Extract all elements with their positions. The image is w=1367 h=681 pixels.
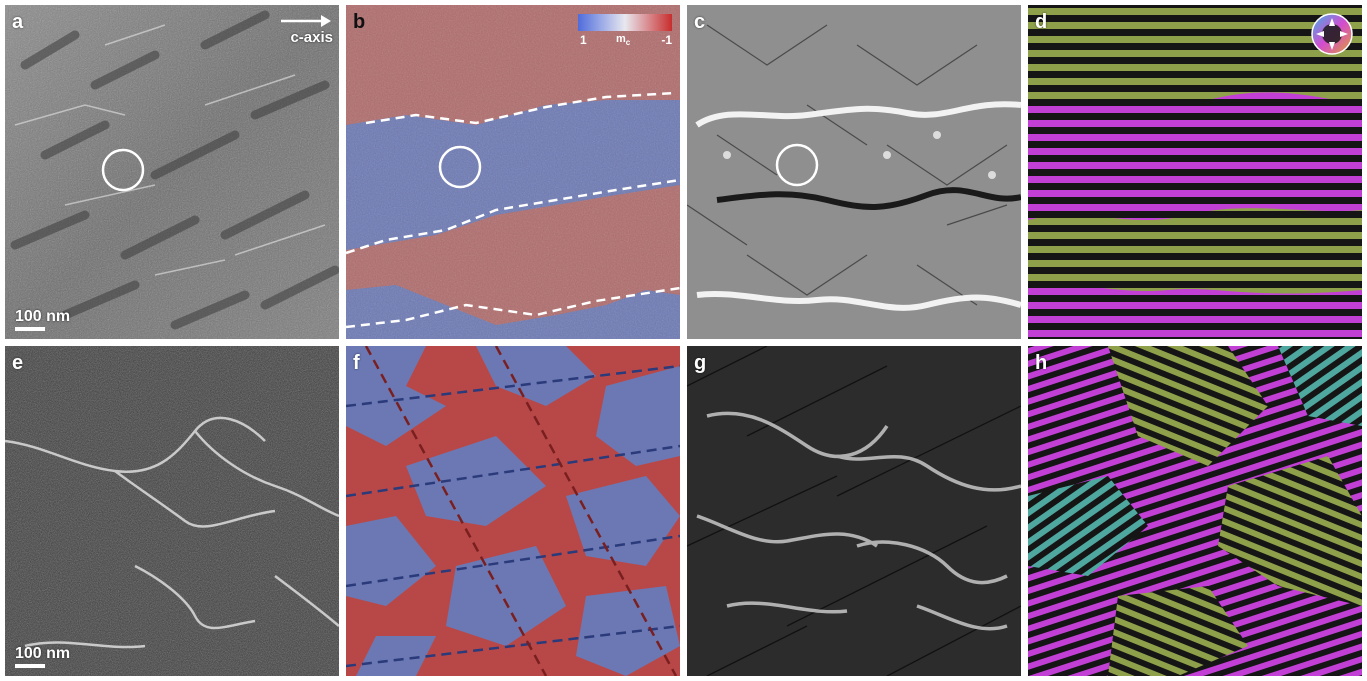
- panel-label: d: [1035, 11, 1048, 33]
- panel-c: c: [687, 5, 1021, 339]
- panel-h-phase-map: [1028, 346, 1362, 676]
- c-axis-indicator: c-axis: [271, 13, 333, 47]
- panel-b: b 1 mc -1: [346, 5, 680, 339]
- colorbar-min-label: 1: [580, 33, 587, 47]
- right-arrow-icon: [281, 15, 331, 27]
- colorbar-max-label: -1: [661, 33, 672, 47]
- scale-bar-line: [15, 327, 45, 331]
- scale-bar-line: [15, 664, 45, 668]
- scale-bar: 100 nm: [15, 308, 71, 331]
- panel-f: f: [346, 346, 680, 676]
- panel-a: a c-axis 100 nm: [5, 5, 339, 339]
- colorbar-gradient: [578, 14, 672, 31]
- panel-label: e: [12, 352, 24, 374]
- panel-e: e 100 nm: [5, 346, 339, 676]
- panel-label: a: [12, 11, 24, 33]
- panel-f-domain-map: [346, 346, 680, 676]
- panel-d: d: [1028, 5, 1362, 339]
- colorbar-title: mc: [616, 33, 630, 47]
- scale-bar-label: 100 nm: [15, 308, 71, 325]
- panel-label: g: [694, 352, 707, 374]
- panel-c-simulated-image: [687, 5, 1021, 339]
- panel-d-phase-map: [1028, 5, 1362, 339]
- scale-bar-label: 100 nm: [15, 645, 71, 662]
- panel-label: c: [694, 11, 706, 33]
- panel-label: f: [353, 352, 360, 374]
- scale-bar: 100 nm: [15, 645, 71, 668]
- panel-g-simulated-image: [687, 346, 1021, 676]
- colorbar-title-sub: c: [625, 38, 631, 48]
- panel-label: b: [353, 11, 366, 33]
- panel-e-tem-image: [5, 346, 339, 676]
- panel-a-tem-image: [5, 5, 339, 339]
- c-axis-label: c-axis: [290, 29, 333, 46]
- color-wheel-icon: [1311, 13, 1353, 55]
- mc-colorbar: 1 mc -1: [578, 14, 672, 50]
- panel-h: h: [1028, 346, 1362, 676]
- colorbar-title-main: m: [616, 33, 626, 45]
- panel-b-domain-map: [346, 5, 680, 339]
- panel-label: h: [1035, 352, 1048, 374]
- panel-g: g: [687, 346, 1021, 676]
